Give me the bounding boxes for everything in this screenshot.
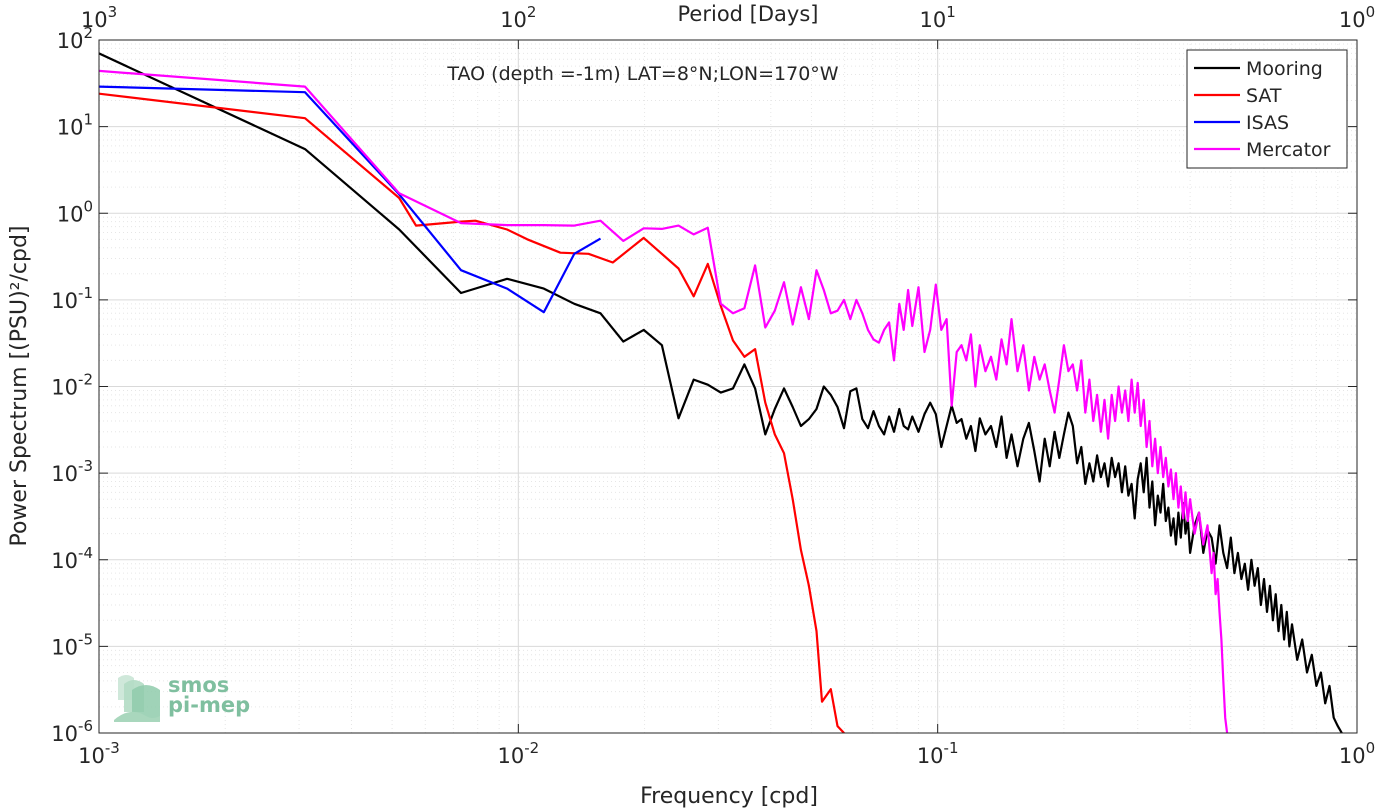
y-tick-label: 101 (57, 111, 93, 140)
top-tick-label: 101 (920, 3, 956, 32)
y-tick-label: 10-3 (51, 457, 93, 486)
y-tick-label: 10-4 (51, 544, 93, 573)
x-tick-label: 10-3 (78, 739, 120, 768)
top-tick-label: 100 (1339, 3, 1375, 32)
top-axis-label: Period [Days] (678, 2, 819, 26)
series-line-mooring (99, 52, 1343, 733)
series-line-mercator (99, 69, 1229, 733)
y-tick-label: 10-5 (51, 630, 93, 659)
series-line-sat (99, 92, 845, 733)
y-axis-label: Power Spectrum [(PSU)²/cpd] (7, 225, 32, 546)
top-tick-label: 103 (81, 3, 117, 32)
y-tick-label: 10-6 (51, 717, 93, 746)
x-tick-label: 10-1 (917, 739, 959, 768)
smos-pi-mep-logo: smos pi-mep (114, 673, 250, 722)
series-layer (99, 52, 1343, 733)
x-tick-label: 100 (1339, 739, 1375, 768)
x-axis-label: Frequency [cpd] (640, 784, 818, 809)
grid (98, 40, 1357, 734)
chart-title: TAO (depth =-1m) LAT=8°N;LON=170°W (446, 63, 838, 85)
legend-label-mercator: Mercator (1246, 139, 1331, 161)
logo-text-smos: smos (168, 673, 229, 697)
legend-label-mooring: Mooring (1246, 58, 1323, 80)
y-tick-label: 100 (57, 197, 93, 226)
top-tick-label: 102 (500, 3, 536, 32)
y-tick-label: 10-2 (51, 371, 93, 400)
y-tick-label: 102 (57, 24, 93, 53)
legend-label-isas: ISAS (1246, 112, 1289, 134)
y-tick-label: 10-1 (51, 284, 93, 313)
logo-wave-icon-4 (114, 711, 160, 722)
x-tick-label: 10-2 (497, 739, 539, 768)
legend-label-sat: SAT (1246, 85, 1282, 107)
logo-text-pi-mep: pi-mep (168, 693, 250, 717)
legend: Mooring SAT ISAS Mercator (1186, 49, 1348, 169)
logo-wave-icon-3 (132, 685, 160, 718)
series-line-isas (99, 85, 602, 314)
